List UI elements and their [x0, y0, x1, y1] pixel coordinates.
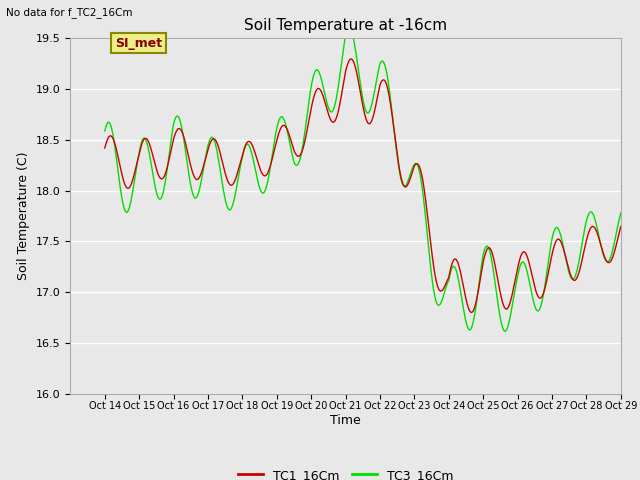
TC3_16Cm: [216, 163, 223, 169]
TC3_16Cm: [556, 231, 564, 237]
Title: Soil Temperature at -16cm: Soil Temperature at -16cm: [244, 18, 447, 33]
TC3_16Cm: [501, 328, 509, 334]
TC1_16Cm: [556, 238, 564, 243]
Legend: TC1_16Cm, TC3_16Cm: TC1_16Cm, TC3_16Cm: [233, 464, 458, 480]
TC1_16Cm: [216, 148, 223, 154]
TC1_16Cm: [101, 145, 109, 151]
TC1_16Cm: [443, 278, 451, 284]
TC3_16Cm: [273, 123, 281, 129]
TC1_16Cm: [617, 224, 625, 229]
TC3_16Cm: [443, 282, 451, 288]
TC1_16Cm: [273, 135, 281, 141]
Text: SI_met: SI_met: [115, 36, 163, 49]
TC3_16Cm: [101, 128, 109, 134]
TC3_16Cm: [345, 25, 353, 31]
TC1_16Cm: [203, 150, 211, 156]
Line: TC1_16Cm: TC1_16Cm: [105, 59, 621, 312]
TC1_16Cm: [467, 310, 475, 315]
TC3_16Cm: [511, 288, 518, 294]
TC1_16Cm: [348, 56, 355, 62]
Line: TC3_16Cm: TC3_16Cm: [105, 28, 621, 331]
TC1_16Cm: [511, 280, 518, 286]
TC3_16Cm: [617, 210, 625, 216]
TC3_16Cm: [203, 147, 211, 153]
X-axis label: Time: Time: [330, 414, 361, 427]
Y-axis label: Soil Temperature (C): Soil Temperature (C): [17, 152, 30, 280]
Text: No data for f_TC2_16Cm: No data for f_TC2_16Cm: [6, 7, 133, 18]
